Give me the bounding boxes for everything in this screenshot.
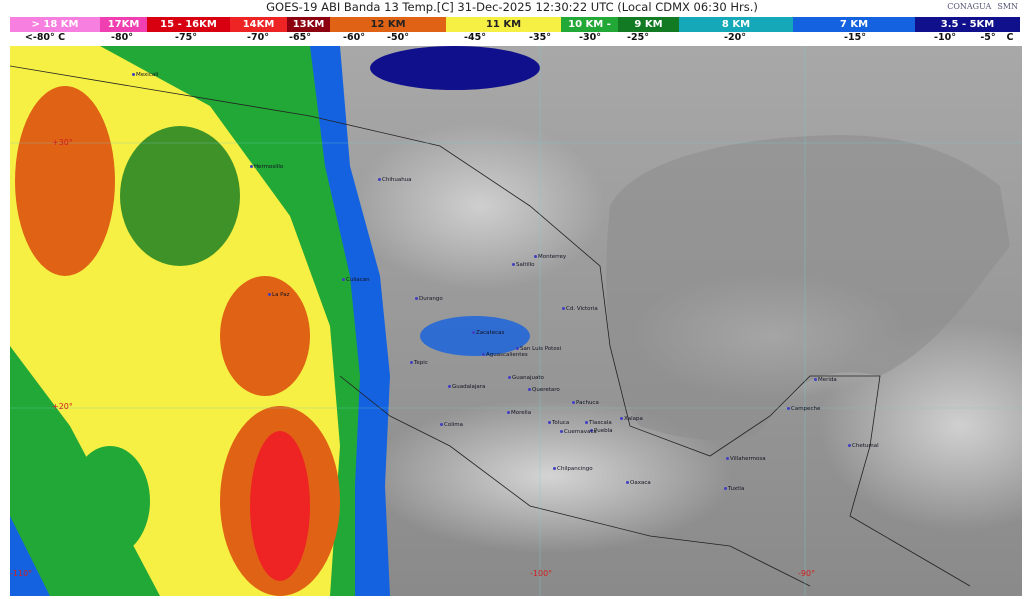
temp-label: -5° [980, 32, 996, 43]
city-label: Campeche [787, 406, 820, 413]
lon-label: -90° [798, 569, 816, 578]
image-title: GOES-19 ABI Banda 13 Temp.[C] 31-Dec-202… [266, 0, 758, 14]
city-label: Pachuca [572, 400, 599, 407]
legend-7km: 7 KM [793, 17, 915, 32]
temp-label: -70° [247, 32, 269, 43]
city-label: Cuernavaca [560, 429, 597, 436]
temp-label: -25° [627, 32, 649, 43]
smn-logo: SMN [997, 2, 1018, 11]
temp-label: -20° [724, 32, 746, 43]
temperature-scale: <-80° C -80° -75° -70° -65° -60° -50° -4… [0, 32, 1024, 45]
city-label: Guadalajara [448, 384, 485, 391]
cloud-core-northwest [15, 86, 115, 276]
city-label: Hermosillo [250, 164, 283, 171]
city-label: Morelia [507, 410, 531, 417]
legend-17km: 17KM [100, 17, 147, 32]
legend-13km: 13KM [287, 17, 330, 32]
temp-label: -30° [579, 32, 601, 43]
conagua-logo: CONAGUA [947, 2, 992, 11]
legend-3-5km: 3.5 - 5KM [915, 17, 1020, 32]
city-label: Xalapa [620, 416, 643, 423]
city-label: Toluca [548, 420, 569, 427]
temp-label: -35° [529, 32, 551, 43]
legend-18km: > 18 KM [10, 17, 100, 32]
cloud-core-14km [250, 431, 310, 581]
city-label: Tuxtla [724, 486, 744, 493]
gulf-of-mexico [606, 135, 1010, 441]
cloud-area-northeast [370, 46, 540, 90]
legend-11km: 11 KM [446, 17, 561, 32]
city-label: Chetumal [848, 443, 879, 450]
satellite-map: +30° +20° -110° -100° -90° Mexicali Herm… [10, 46, 1022, 596]
city-label: Mexicali [132, 72, 158, 79]
lon-label: -100° [530, 569, 553, 578]
cloud-core-baja [220, 276, 310, 396]
city-label: Oaxaca [626, 480, 651, 487]
legend-14km: 14KM [230, 17, 287, 32]
temp-label: -10° [934, 32, 956, 43]
city-label: Monterrey [534, 254, 566, 261]
logos: CONAGUA SMN [947, 2, 1018, 11]
city-label: Queretaro [528, 387, 560, 394]
city-label: La Paz [268, 292, 290, 299]
legend-9km: 9 KM [618, 17, 679, 32]
city-label: Zacatecas [472, 330, 504, 337]
height-legend: > 18 KM 17KM 15 - 16KM 14KM 13KM 12 KM 1… [10, 17, 1020, 32]
city-label: Villahermosa [726, 456, 766, 463]
legend-8km: 8 KM [679, 17, 793, 32]
temp-label: -15° [844, 32, 866, 43]
lat-label: +30° [52, 138, 73, 147]
temp-label: -60° [343, 32, 365, 43]
temp-label: -50° [387, 32, 409, 43]
city-label: Tlaxcala [585, 420, 612, 427]
city-label: Aguascalientes [482, 352, 528, 359]
city-label: Merida [814, 377, 837, 384]
map-layers [10, 46, 1022, 596]
city-label: Guanajuato [508, 375, 544, 382]
city-label: Colima [440, 422, 463, 429]
city-label: Chihuahua [378, 177, 412, 184]
city-label: Culiacan [342, 277, 370, 284]
cloud-area-north [120, 126, 240, 266]
cloud-area-southwest [70, 446, 150, 556]
city-label: Chilpancingo [553, 466, 593, 473]
temp-label: -45° [464, 32, 486, 43]
temp-label: C [1006, 32, 1014, 43]
lat-label: +20° [52, 402, 73, 411]
coastlines [10, 65, 971, 587]
city-label: Tepic [410, 360, 428, 367]
city-label: Saltillo [512, 262, 535, 269]
temp-label: -80° [111, 32, 133, 43]
lon-label: -110° [10, 569, 33, 578]
legend-10km: 10 KM - [561, 17, 618, 32]
city-label: Puebla [590, 428, 612, 435]
temp-label: -75° [175, 32, 197, 43]
temp-label: -65° [289, 32, 311, 43]
city-label: San Luis Potosi [516, 346, 561, 353]
city-label: Durango [415, 296, 443, 303]
city-label: Cd. Victoria [562, 306, 598, 313]
legend-15-16km: 15 - 16KM [147, 17, 230, 32]
legend-12km: 12 KM [330, 17, 446, 32]
temp-label: <-80° C [24, 32, 66, 43]
